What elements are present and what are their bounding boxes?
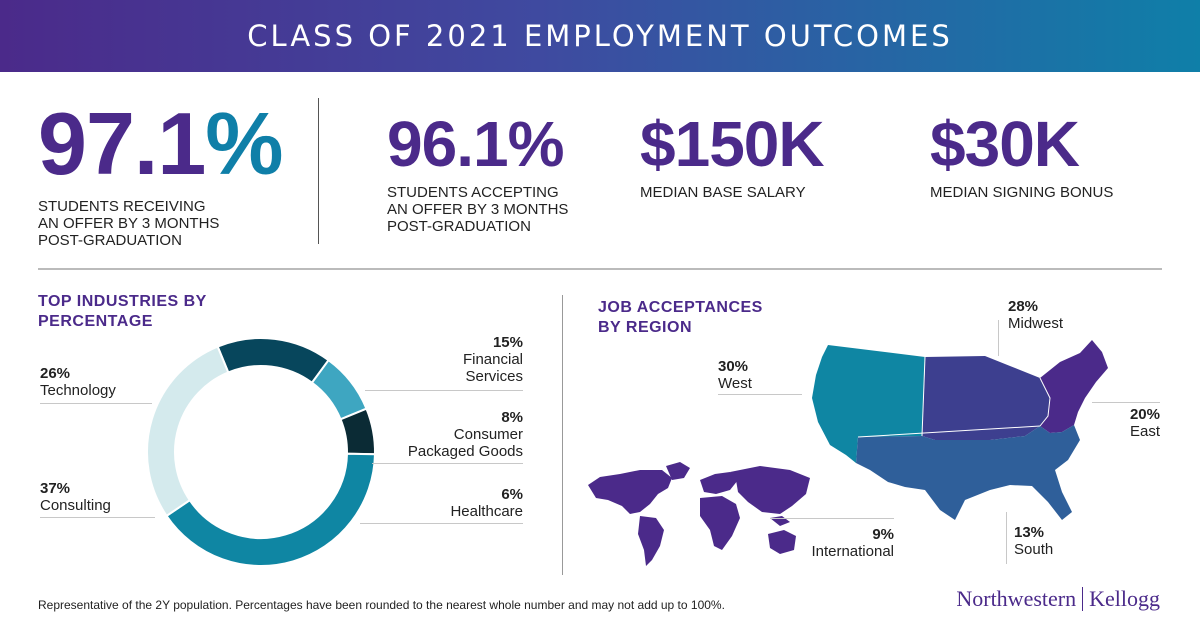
continent-australia xyxy=(768,530,796,554)
region-border xyxy=(1039,377,1051,427)
stat-offer-rate-label: STUDENTS RECEIVING AN OFFER BY 3 MONTHS … xyxy=(38,198,220,249)
industry-value: 15% xyxy=(492,334,523,351)
region-midwest xyxy=(922,356,1050,440)
donut-slice-financial-services xyxy=(216,337,330,385)
continent-greenland xyxy=(666,462,690,480)
leader-line xyxy=(40,403,152,404)
leader-line xyxy=(718,394,802,395)
stat-acceptance-rate-label: STUDENTS ACCEPTING AN OFFER BY 3 MONTHS … xyxy=(387,184,569,235)
industry-label-healthcare: 6% Healthcare xyxy=(450,486,523,520)
footnote: Representative of the 2Y population. Per… xyxy=(38,598,725,612)
region-label-midwest: 28% Midwest xyxy=(1008,298,1064,332)
stat-median-salary-label: MEDIAN BASE SALARY xyxy=(640,184,806,201)
industry-value: 26% xyxy=(40,365,71,382)
industry-label-technology: 26% Technology xyxy=(40,365,116,399)
region-west xyxy=(812,345,925,463)
stat-median-salary: $150K MEDIAN BASE SALARY xyxy=(640,108,825,201)
region-south xyxy=(856,425,1080,520)
industry-value: 6% xyxy=(501,486,523,503)
leader-line xyxy=(40,517,155,518)
leader-line xyxy=(365,390,523,391)
industries-title: TOP INDUSTRIES BY PERCENTAGE xyxy=(38,293,207,330)
industry-value: 37% xyxy=(40,480,71,497)
section-vertical-divider xyxy=(562,295,563,575)
industry-label-financial-services: 15% Financial Services xyxy=(462,334,523,385)
donut-slice-consumer-packaged-goods xyxy=(310,358,368,421)
industry-label-consulting: 37% Consulting xyxy=(40,480,111,514)
donut-slice-healthcare xyxy=(339,407,376,456)
section-divider xyxy=(38,268,1162,270)
region-value: 30% xyxy=(718,358,749,375)
stat-signing-bonus-label: MEDIAN SIGNING BONUS xyxy=(930,184,1114,201)
donut-slice-technology xyxy=(146,345,230,518)
continent-africa xyxy=(700,496,740,550)
stat-signing-bonus: $30K MEDIAN SIGNING BONUS xyxy=(930,112,1113,201)
stat-acceptance-rate: 96.1% STUDENTS ACCEPTING AN OFFER BY 3 M… xyxy=(387,112,568,235)
region-label-west: 30% West xyxy=(718,358,752,392)
stat-acceptance-rate-value: 96.1% xyxy=(387,108,564,180)
logo-northwestern: Northwestern xyxy=(956,586,1077,611)
leader-line xyxy=(1092,402,1160,403)
regions-title: JOB ACCEPTANCES BY REGION xyxy=(598,299,763,336)
stats-divider xyxy=(318,98,319,244)
region-east xyxy=(1040,340,1108,433)
industry-label-consumer-packaged-goods: 8% Consumer Packaged Goods xyxy=(407,409,523,460)
region-label-east: 20% East xyxy=(1129,406,1160,440)
leader-line xyxy=(998,320,999,356)
industry-value: 8% xyxy=(501,409,523,426)
region-value: 20% xyxy=(1129,406,1160,423)
leader-line xyxy=(1006,512,1007,564)
region-border xyxy=(857,425,1041,438)
page-title: CLASS OF 2021 EMPLOYMENT OUTCOMES xyxy=(247,19,953,53)
region-value: 13% xyxy=(1014,524,1045,541)
continent-south-america xyxy=(638,516,664,566)
continent-asia xyxy=(730,466,810,514)
leader-line xyxy=(360,523,523,524)
title-banner: CLASS OF 2021 EMPLOYMENT OUTCOMES xyxy=(0,0,1200,72)
continent-north-america xyxy=(588,470,672,514)
stat-median-salary-value: $150K xyxy=(640,108,825,180)
world-landmass xyxy=(588,462,810,566)
stat-offer-rate-value: 97.1% xyxy=(38,100,284,188)
stat-offer-rate-percent-sign: % xyxy=(205,94,283,193)
donut-slice-consulting xyxy=(165,452,376,567)
stat-offer-rate-number: 97.1 xyxy=(38,94,206,193)
leader-line xyxy=(372,463,523,464)
region-value: 28% xyxy=(1008,298,1039,315)
region-border xyxy=(921,356,926,437)
logo-separator xyxy=(1082,587,1084,611)
leader-line xyxy=(770,518,894,519)
region-value: 9% xyxy=(872,526,894,543)
region-label-south: 13% South xyxy=(1014,524,1054,558)
stat-offer-rate: 97.1% STUDENTS RECEIVING AN OFFER BY 3 M… xyxy=(38,100,284,250)
logo-kellogg: Kellogg xyxy=(1089,586,1160,611)
continent-europe xyxy=(700,472,738,494)
stat-signing-bonus-value: $30K xyxy=(930,108,1080,180)
northwestern-kellogg-logo: Northwestern Kellogg xyxy=(956,586,1160,612)
region-label-international: 9% International xyxy=(811,526,894,560)
